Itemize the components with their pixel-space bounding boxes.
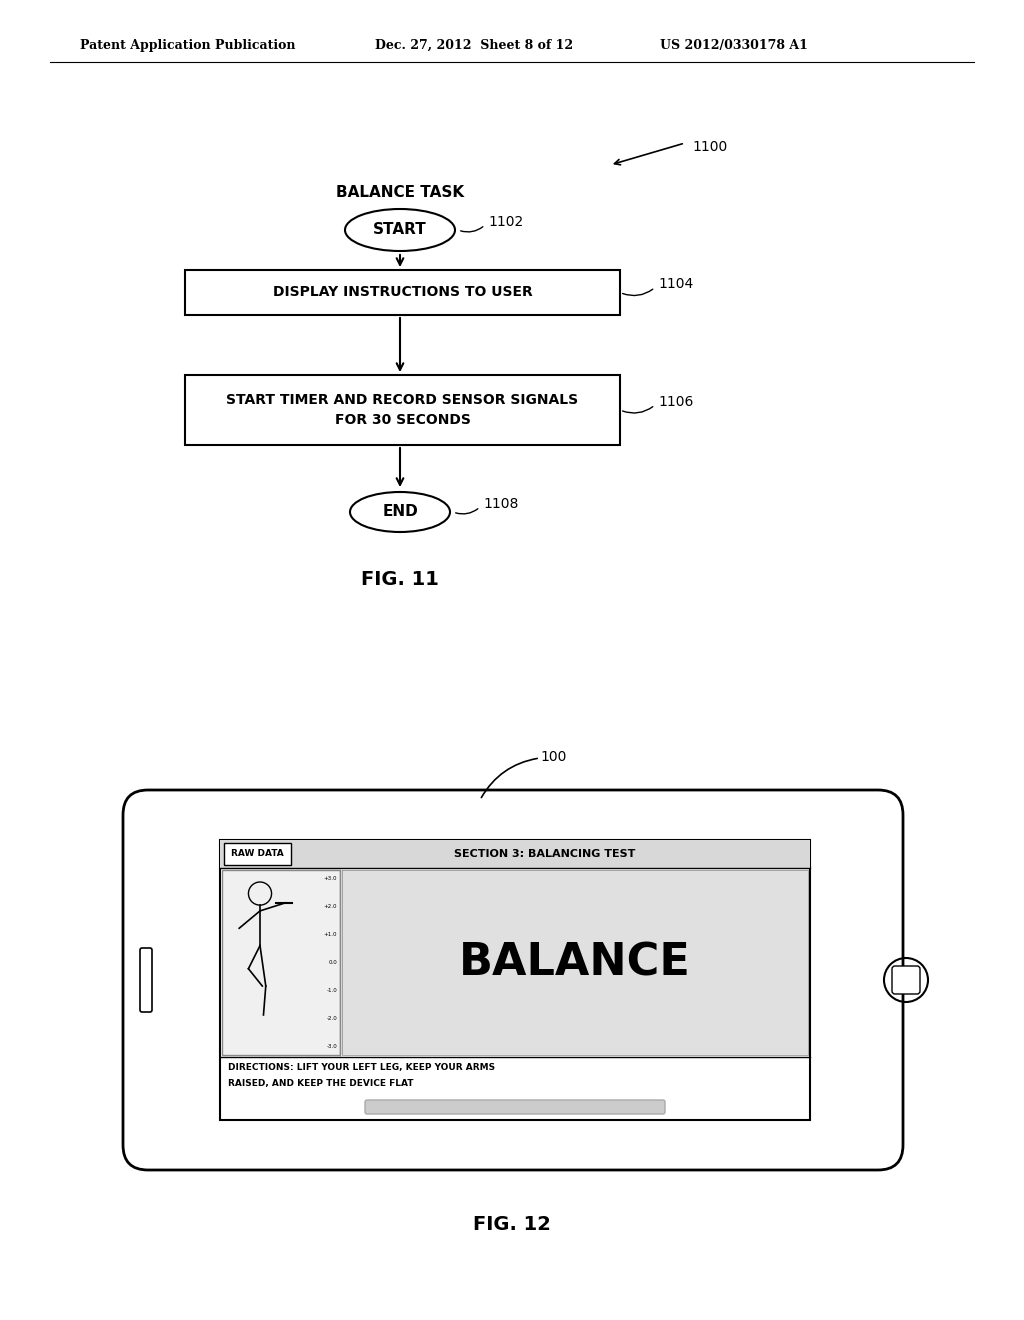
Bar xyxy=(185,271,620,315)
Text: -2.0: -2.0 xyxy=(327,1016,337,1022)
Ellipse shape xyxy=(345,209,455,251)
Text: FOR 30 SECONDS: FOR 30 SECONDS xyxy=(335,413,470,426)
Text: SECTION 3: BALANCING TEST: SECTION 3: BALANCING TEST xyxy=(455,849,636,859)
Bar xyxy=(342,870,808,1055)
Text: START TIMER AND RECORD SENSOR SIGNALS: START TIMER AND RECORD SENSOR SIGNALS xyxy=(226,393,579,407)
Text: BALANCE: BALANCE xyxy=(459,941,691,983)
FancyBboxPatch shape xyxy=(892,966,920,994)
Ellipse shape xyxy=(350,492,450,532)
Text: Dec. 27, 2012  Sheet 8 of 12: Dec. 27, 2012 Sheet 8 of 12 xyxy=(375,38,573,51)
Text: 0.0: 0.0 xyxy=(329,960,337,965)
Bar xyxy=(185,375,620,445)
Bar xyxy=(222,870,340,1055)
Text: +1.0: +1.0 xyxy=(324,932,337,937)
Text: RAW DATA: RAW DATA xyxy=(231,850,284,858)
Text: 1100: 1100 xyxy=(692,140,727,154)
Text: DISPLAY INSTRUCTIONS TO USER: DISPLAY INSTRUCTIONS TO USER xyxy=(272,285,532,300)
Text: -3.0: -3.0 xyxy=(327,1044,337,1049)
Text: 1106: 1106 xyxy=(658,395,693,409)
Text: DIRECTIONS: LIFT YOUR LEFT LEG, KEEP YOUR ARMS: DIRECTIONS: LIFT YOUR LEFT LEG, KEEP YOU… xyxy=(228,1063,496,1072)
FancyBboxPatch shape xyxy=(224,843,291,865)
Bar xyxy=(220,840,810,1119)
Text: Patent Application Publication: Patent Application Publication xyxy=(80,38,296,51)
Text: +3.0: +3.0 xyxy=(324,875,337,880)
Bar xyxy=(220,840,810,869)
Text: BALANCE TASK: BALANCE TASK xyxy=(336,185,464,201)
Text: END: END xyxy=(382,504,418,520)
Text: FIG. 11: FIG. 11 xyxy=(361,570,439,589)
Text: US 2012/0330178 A1: US 2012/0330178 A1 xyxy=(660,38,808,51)
Text: FIG. 12: FIG. 12 xyxy=(473,1214,551,1234)
FancyBboxPatch shape xyxy=(123,789,903,1170)
Text: -1.0: -1.0 xyxy=(327,989,337,993)
Text: START: START xyxy=(373,223,427,238)
FancyBboxPatch shape xyxy=(365,1100,665,1114)
Text: 1108: 1108 xyxy=(483,498,518,511)
Text: +2.0: +2.0 xyxy=(324,904,337,908)
FancyBboxPatch shape xyxy=(140,948,152,1012)
Text: 1104: 1104 xyxy=(658,277,693,292)
Text: 1102: 1102 xyxy=(488,215,523,228)
Text: RAISED, AND KEEP THE DEVICE FLAT: RAISED, AND KEEP THE DEVICE FLAT xyxy=(228,1078,414,1088)
Text: 100: 100 xyxy=(540,750,566,764)
